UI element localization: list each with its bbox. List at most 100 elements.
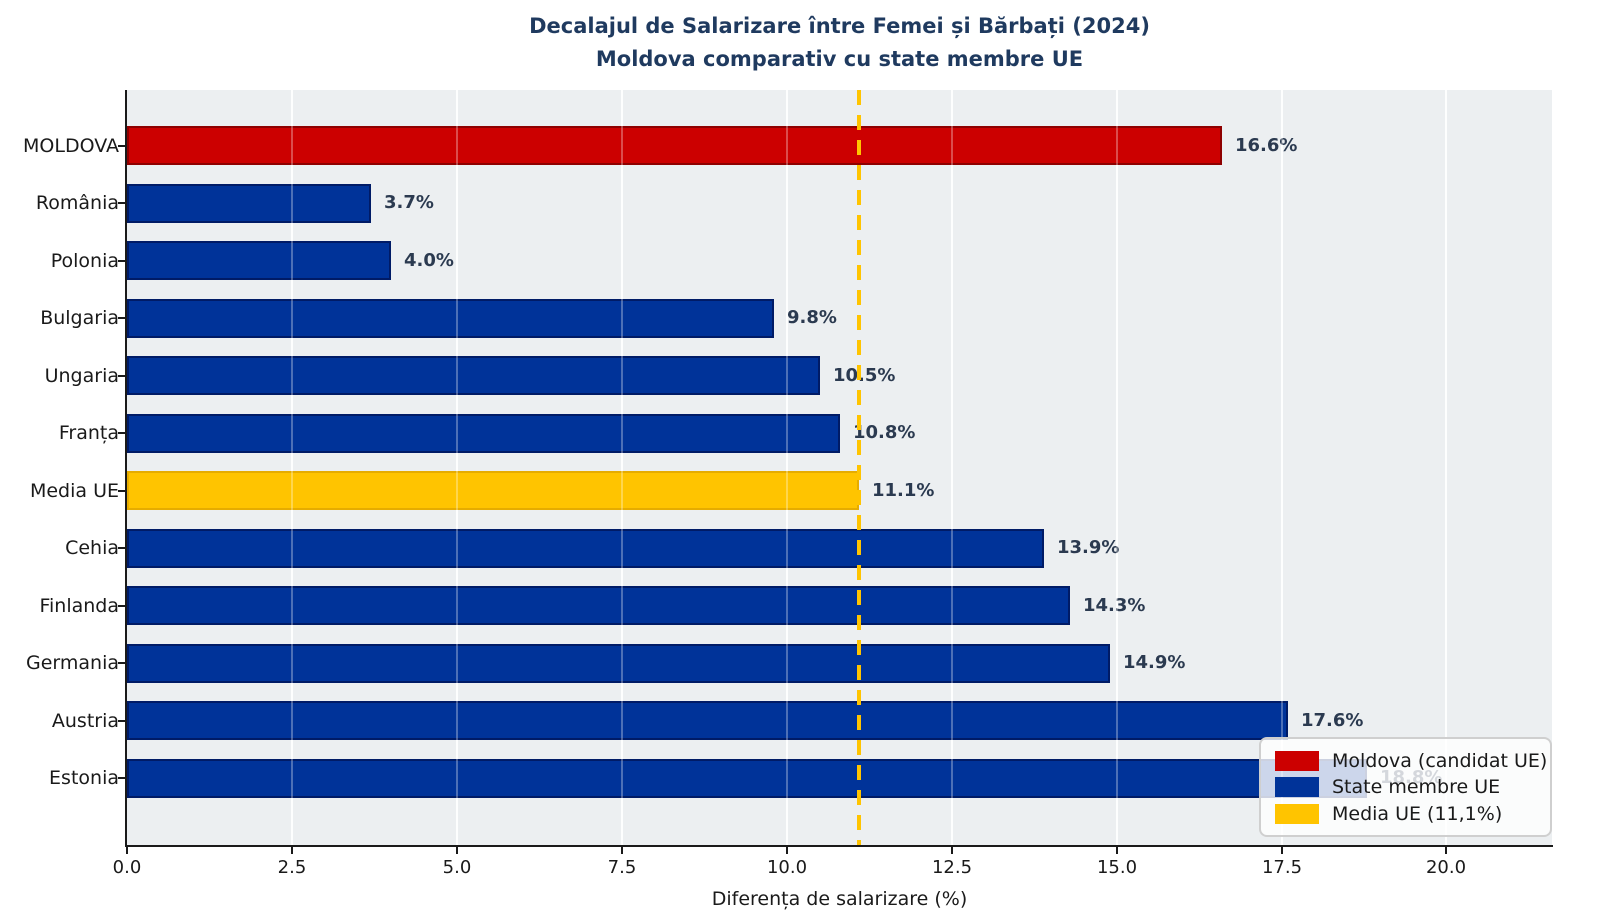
y-tick-mark	[118, 777, 126, 779]
gridline-overlay	[621, 90, 623, 845]
bar-franța	[127, 414, 840, 453]
bar-finlanda	[127, 586, 1070, 625]
y-tick-label-cehia: Cehia	[65, 537, 119, 559]
legend-swatch-average	[1275, 803, 1319, 824]
legend: Moldova (candidat UE) State membre UE Medi…	[1259, 737, 1552, 837]
x-tick-mark	[951, 846, 953, 854]
legend-item-member: State membre UE	[1275, 775, 1536, 800]
bar-austria	[127, 701, 1288, 740]
chart-title-line2: Moldova comparativ cu state membre UE	[595, 46, 1084, 71]
x-tick-mark	[1445, 846, 1447, 854]
eu-average-reference-line	[857, 90, 861, 845]
chart-title-line1: Decalajul de Salarizare între Femei și B…	[529, 14, 1150, 38]
bar-media-ue	[127, 471, 859, 510]
value-label-bulgaria: 9.8%	[787, 307, 837, 328]
x-tick-label-5.0: 5.0	[442, 857, 472, 878]
y-tick-mark	[118, 547, 126, 549]
x-tick-mark	[456, 846, 458, 854]
gridline-overlay	[291, 90, 293, 845]
x-tick-label-20.0: 20.0	[1425, 857, 1467, 878]
bar-cehia	[127, 529, 1044, 568]
gridline-overlay	[786, 90, 788, 845]
bar-românia	[127, 184, 371, 223]
x-tick-mark	[291, 846, 293, 854]
gridline	[456, 90, 458, 845]
legend-label-member: State membre UE	[1332, 776, 1501, 798]
y-tick-mark	[118, 432, 126, 434]
y-tick-label-moldova: MOLDOVA	[23, 135, 119, 157]
y-tick-label-austria: Austria	[51, 710, 119, 732]
bar-estonia	[127, 759, 1367, 798]
x-tick-mark	[786, 846, 788, 854]
value-label-românia: 3.7%	[384, 192, 434, 213]
bar-polonia	[127, 241, 391, 280]
bar-germania	[127, 644, 1110, 683]
y-tick-label-estonia: Estonia	[49, 767, 119, 789]
x-tick-mark	[1281, 846, 1283, 854]
y-tick-label-ungaria: Ungaria	[44, 365, 119, 387]
value-label-polonia: 4.0%	[404, 250, 454, 271]
gridline	[786, 90, 788, 845]
value-label-media-ue: 11.1%	[872, 480, 935, 501]
gridline-overlay	[951, 90, 953, 845]
y-tick-mark	[118, 202, 126, 204]
x-tick-mark	[621, 846, 623, 854]
y-tick-mark	[118, 720, 126, 722]
y-tick-label-românia: România	[35, 192, 119, 214]
x-tick-label-12.5: 12.5	[931, 857, 973, 878]
x-tick-label-2.5: 2.5	[277, 857, 307, 878]
x-tick-label-15.0: 15.0	[1096, 857, 1138, 878]
x-tick-label-7.5: 7.5	[607, 857, 637, 878]
x-tick-label-17.5: 17.5	[1261, 857, 1303, 878]
gridline	[1281, 90, 1283, 845]
gridline-overlay	[1116, 90, 1118, 845]
gridline	[621, 90, 623, 845]
legend-label-average: Media UE (11,1%)	[1332, 802, 1503, 825]
value-label-moldova: 16.6%	[1235, 135, 1298, 156]
bar-moldova	[127, 126, 1222, 165]
x-tick-mark	[1116, 846, 1118, 854]
value-label-germania: 14.9%	[1123, 652, 1186, 673]
plot-area: 16.6% 3.7% 4.0% 9.8% 10.5% 10.8% 11.1% 13.9% 14.…	[127, 90, 1552, 845]
y-tick-label-media-ue: Media UE	[29, 480, 119, 502]
legend-label-moldova: Moldova (candidat UE)	[1332, 749, 1548, 772]
legend-item-average: Media UE (11,1%)	[1275, 801, 1536, 826]
y-tick-label-polonia: Polonia	[50, 250, 119, 272]
y-tick-label-germania: Germania	[25, 652, 119, 674]
y-axis-spine	[125, 90, 127, 846]
gridline-overlay	[1445, 90, 1447, 845]
x-tick-mark	[126, 846, 128, 854]
y-tick-label-bulgaria: Bulgaria	[40, 307, 119, 329]
gridline	[1445, 90, 1447, 845]
y-tick-mark	[118, 317, 126, 319]
gridline	[1116, 90, 1118, 845]
y-tick-mark	[118, 490, 126, 492]
legend-swatch-member	[1275, 777, 1319, 797]
gridline-overlay	[456, 90, 458, 845]
y-tick-mark	[118, 260, 126, 262]
y-tick-label-finlanda: Finlanda	[39, 595, 119, 617]
gridline-overlay	[1281, 90, 1283, 845]
gridline	[951, 90, 953, 845]
y-tick-mark	[118, 605, 126, 607]
gridline	[291, 90, 293, 845]
bar-bulgaria	[127, 299, 774, 338]
y-tick-mark	[118, 662, 126, 664]
y-tick-mark	[118, 375, 126, 377]
y-tick-label-franța: Franța	[58, 422, 119, 444]
value-label-ungaria: 10.5%	[833, 365, 896, 386]
x-axis-spine	[125, 845, 1553, 847]
legend-swatch-moldova	[1275, 750, 1319, 771]
y-tick-mark	[118, 145, 126, 147]
legend-item-moldova: Moldova (candidat UE)	[1275, 748, 1547, 773]
value-label-finlanda: 14.3%	[1083, 595, 1146, 616]
x-tick-label-10.0: 10.0	[766, 857, 808, 878]
value-label-austria: 17.6%	[1301, 710, 1364, 731]
value-label-cehia: 13.9%	[1057, 537, 1120, 558]
chart-title: Decalajul de Salarizare între Femei și B…	[127, 10, 1552, 75]
value-label-franța: 10.8%	[853, 422, 916, 443]
x-axis-label: Diferența de salarizare (%)	[711, 888, 968, 910]
x-tick-label-0.0: 0.0	[112, 857, 142, 878]
bar-ungaria	[127, 356, 820, 395]
